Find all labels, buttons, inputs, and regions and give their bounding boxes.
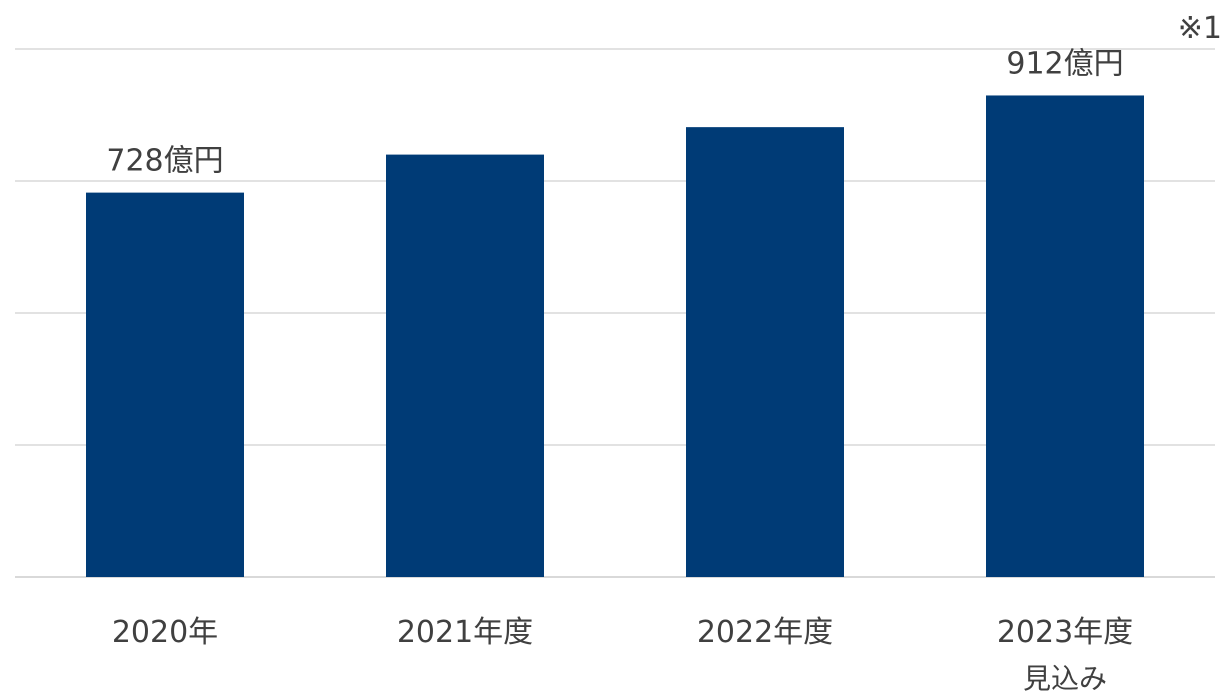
x-tick-label: 2023年度	[997, 615, 1133, 650]
footnote-marker: ※1	[1178, 11, 1222, 46]
bar	[986, 95, 1144, 578]
x-tick-label: 2021年度	[397, 615, 533, 650]
bar	[686, 127, 844, 578]
x-tick-sublabel: 見込み	[1023, 662, 1107, 694]
data-label: 912億円	[1006, 46, 1123, 81]
bar	[386, 154, 544, 577]
bars	[86, 95, 1144, 578]
bar	[86, 192, 244, 577]
x-tick-label: 2020年	[112, 615, 218, 650]
x-tick-label: 2022年度	[697, 615, 833, 650]
data-label: 728億円	[106, 144, 223, 179]
data-labels: 728億円 912億円	[106, 46, 1123, 178]
